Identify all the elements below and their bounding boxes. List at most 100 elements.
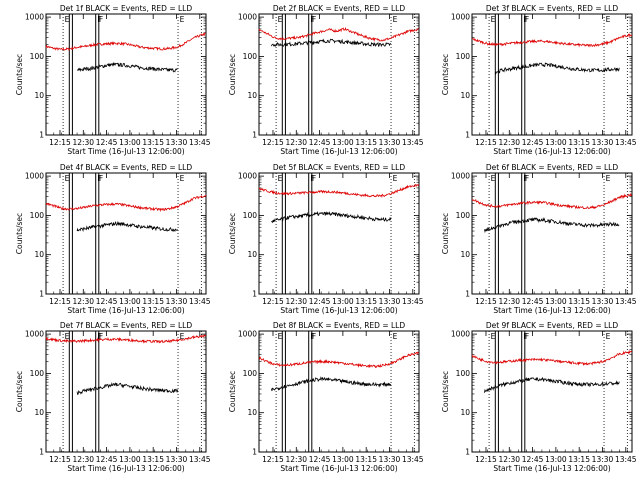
x-axis-label: Start Time (16-Jul-13 12:06:00) [280, 147, 397, 156]
x-tick-label: 12:15 [475, 297, 497, 306]
interval-marker-label: F [310, 174, 314, 183]
x-tick-label: 13:00 [332, 297, 354, 306]
x-tick-label: 12:45 [96, 297, 118, 306]
interval-marker-label: F [525, 174, 529, 183]
x-tick-label: 13:00 [545, 138, 567, 147]
x-tick-label: 13:45 [402, 455, 424, 464]
events-series-line [76, 382, 179, 395]
x-tick-label: 13:45 [402, 138, 424, 147]
x-tick-label: 13:30 [379, 297, 401, 306]
y-tick-label: 1000 [451, 330, 470, 339]
events-series-line [271, 376, 392, 392]
x-tick-label: 12:45 [309, 455, 331, 464]
interval-marker-label: E [278, 15, 283, 24]
y-tick-label: 1000 [451, 172, 470, 181]
panel-title: Det 2f BLACK = Events, RED = LLD [273, 4, 406, 13]
panel-title: Det 1f BLACK = Events, RED = LLD [60, 4, 193, 13]
y-tick-label: 10 [460, 250, 470, 259]
y-axis-label: Counts/sec [15, 54, 24, 95]
plot-frame [471, 330, 633, 453]
interval-marker-label: F [97, 332, 101, 341]
x-tick-label: 13:15 [142, 455, 164, 464]
x-tick-label: 12:30 [498, 455, 520, 464]
y-tick-label: 1000 [25, 172, 44, 181]
y-tick-label: 1000 [451, 13, 470, 22]
x-tick-label: 13:30 [166, 455, 188, 464]
y-tick-label: 1 [465, 131, 470, 140]
lld-series-line [45, 32, 206, 52]
lld-series-line [258, 26, 419, 42]
interval-marker-label: F [312, 174, 316, 183]
interval-marker-label: F [99, 332, 103, 341]
y-tick-label: 100 [243, 52, 258, 61]
x-tick-label: 12:45 [522, 297, 544, 306]
y-tick-label: 1000 [25, 13, 44, 22]
y-axis-label: Counts/sec [228, 54, 237, 95]
y-tick-label: 100 [456, 52, 471, 61]
y-tick-label: 100 [30, 52, 45, 61]
plot-frame [258, 330, 420, 453]
plot-frame [45, 330, 207, 453]
interval-marker-label: F [312, 15, 316, 24]
x-tick-label: 13:30 [592, 455, 614, 464]
x-tick-label: 13:45 [189, 297, 211, 306]
x-tick-label: 12:15 [262, 297, 284, 306]
x-tick-label: 13:15 [568, 138, 590, 147]
x-tick-label: 12:30 [285, 297, 307, 306]
y-tick-label: 10 [247, 91, 257, 100]
plot-frame [258, 13, 420, 136]
x-tick-label: 13:00 [332, 455, 354, 464]
x-axis-label: Start Time (16-Jul-13 12:06:00) [67, 306, 184, 315]
x-tick-label: 13:30 [592, 297, 614, 306]
x-tick-label: 13:00 [545, 297, 567, 306]
x-axis-label: Start Time (16-Jul-13 12:06:00) [280, 306, 397, 315]
y-tick-label: 1 [39, 131, 44, 140]
x-tick-label: 12:45 [96, 455, 118, 464]
y-tick-label: 100 [243, 211, 258, 220]
x-tick-label: 13:45 [402, 297, 424, 306]
interval-marker-label: F [310, 332, 314, 341]
interval-marker-label: E [393, 332, 398, 341]
x-axis-label: Start Time (16-Jul-13 12:06:00) [493, 147, 610, 156]
interval-marker-label: F [99, 174, 103, 183]
interval-marker-label: F [525, 15, 529, 24]
x-tick-label: 13:15 [568, 455, 590, 464]
x-tick-label: 13:00 [119, 297, 141, 306]
interval-marker-label: E [491, 332, 496, 341]
lld-series-line [258, 351, 420, 369]
y-tick-label: 1 [465, 448, 470, 457]
interval-marker-label: F [523, 332, 527, 341]
y-axis-label: Counts/sec [441, 371, 450, 412]
y-axis-label: Counts/sec [15, 371, 24, 412]
interval-marker-label: E [393, 174, 398, 183]
events-series-line [494, 62, 620, 75]
y-tick-label: 1000 [238, 172, 257, 181]
plot-frame [45, 13, 207, 136]
interval-marker-label: F [523, 15, 527, 24]
x-tick-label: 13:15 [142, 297, 164, 306]
y-tick-label: 100 [30, 211, 45, 220]
interval-marker-label: E [180, 174, 185, 183]
panel-8: Det 8f BLACK = Events, RED = LLD 1 10 100 10… [228, 321, 424, 473]
y-tick-label: 1000 [238, 13, 257, 22]
x-tick-label: 13:00 [119, 138, 141, 147]
x-tick-label: 12:15 [262, 138, 284, 147]
x-tick-label: 13:45 [189, 138, 211, 147]
y-tick-label: 10 [460, 91, 470, 100]
x-tick-label: 13:30 [379, 138, 401, 147]
plot-frame [258, 172, 420, 295]
interval-marker-label: E [491, 15, 496, 24]
x-tick-label: 12:45 [96, 138, 118, 147]
interval-marker-label: E [606, 174, 611, 183]
interval-marker-label: E [180, 15, 185, 24]
x-tick-label: 13:30 [379, 455, 401, 464]
x-tick-label: 13:15 [355, 138, 377, 147]
x-tick-label: 13:15 [568, 297, 590, 306]
interval-marker-label: E [65, 15, 70, 24]
interval-marker-label: F [310, 15, 314, 24]
interval-marker-label: F [525, 332, 529, 341]
x-tick-label: 12:30 [498, 138, 520, 147]
x-tick-label: 12:30 [72, 297, 94, 306]
panel-9: Det 9f BLACK = Events, RED = LLD 1 10 100 10… [441, 321, 637, 473]
interval-marker-label: E [491, 174, 496, 183]
